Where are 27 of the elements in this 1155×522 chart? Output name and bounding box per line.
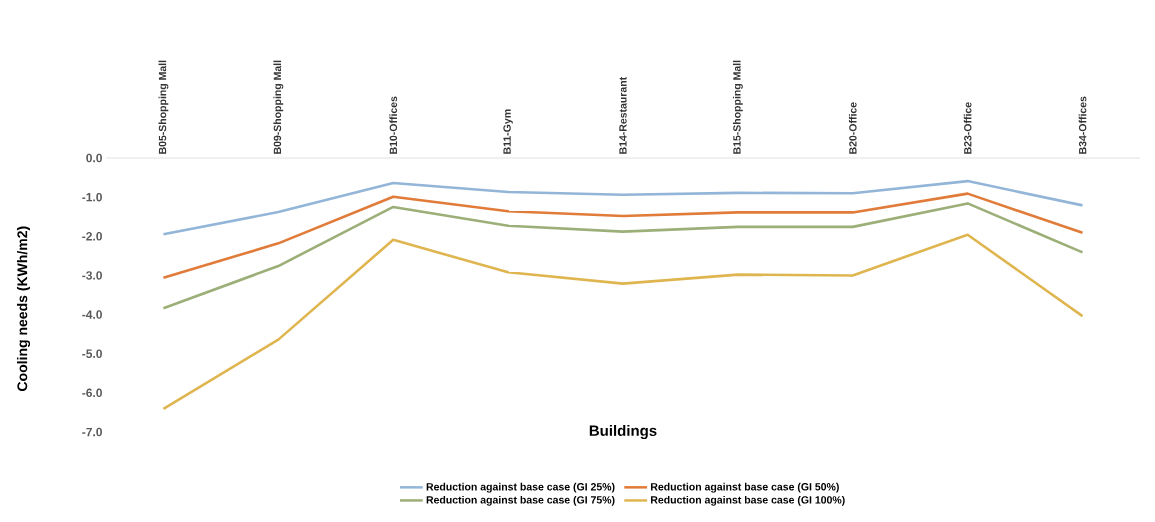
x-tick-label: B11-Gym [503, 109, 513, 154]
x-tick-label: B23-Office [963, 102, 972, 154]
legend-label: Reduction against base case (GI 25%) [426, 482, 615, 493]
y-axis-title: Cooling needs (KWh/m2) [16, 226, 31, 391]
x-tick-label: B05-Shopping Mall [158, 60, 169, 154]
y-tick-label: -4.0 [82, 310, 102, 319]
y-tick-label: -7.0 [82, 427, 102, 437]
x-tick-label: B20-Office [848, 102, 857, 154]
y-tick-label: -2.0 [82, 232, 102, 241]
y-tick-label: -1.0 [82, 192, 102, 202]
x-axis-title: Buildings [589, 424, 657, 440]
x-tick-label: B10-Offices [389, 96, 398, 154]
x-tick-label: B09-Shopping Mall [273, 60, 284, 154]
x-tick-label: B15-Shopping Mall [732, 60, 743, 154]
line-series [162, 192, 1084, 280]
line-series [162, 233, 1084, 411]
y-tick-label: -3.0 [82, 271, 102, 280]
legend-label: Reduction against base case (GI 100%) [651, 495, 845, 506]
x-tick-label: B34-Offices [1078, 96, 1087, 154]
y-tick-label: -6.0 [82, 388, 102, 398]
y-tick-label: 0.0 [86, 153, 102, 163]
y-tick-label: -5.0 [82, 349, 102, 358]
legend-label: Reduction against base case (GI 50%) [651, 482, 839, 493]
line-series [162, 202, 1084, 310]
x-tick-label: B14-Restaurant [619, 77, 627, 154]
line-series [162, 179, 1084, 236]
legend-label: Reduction against base case (GI 75%) [426, 495, 615, 506]
